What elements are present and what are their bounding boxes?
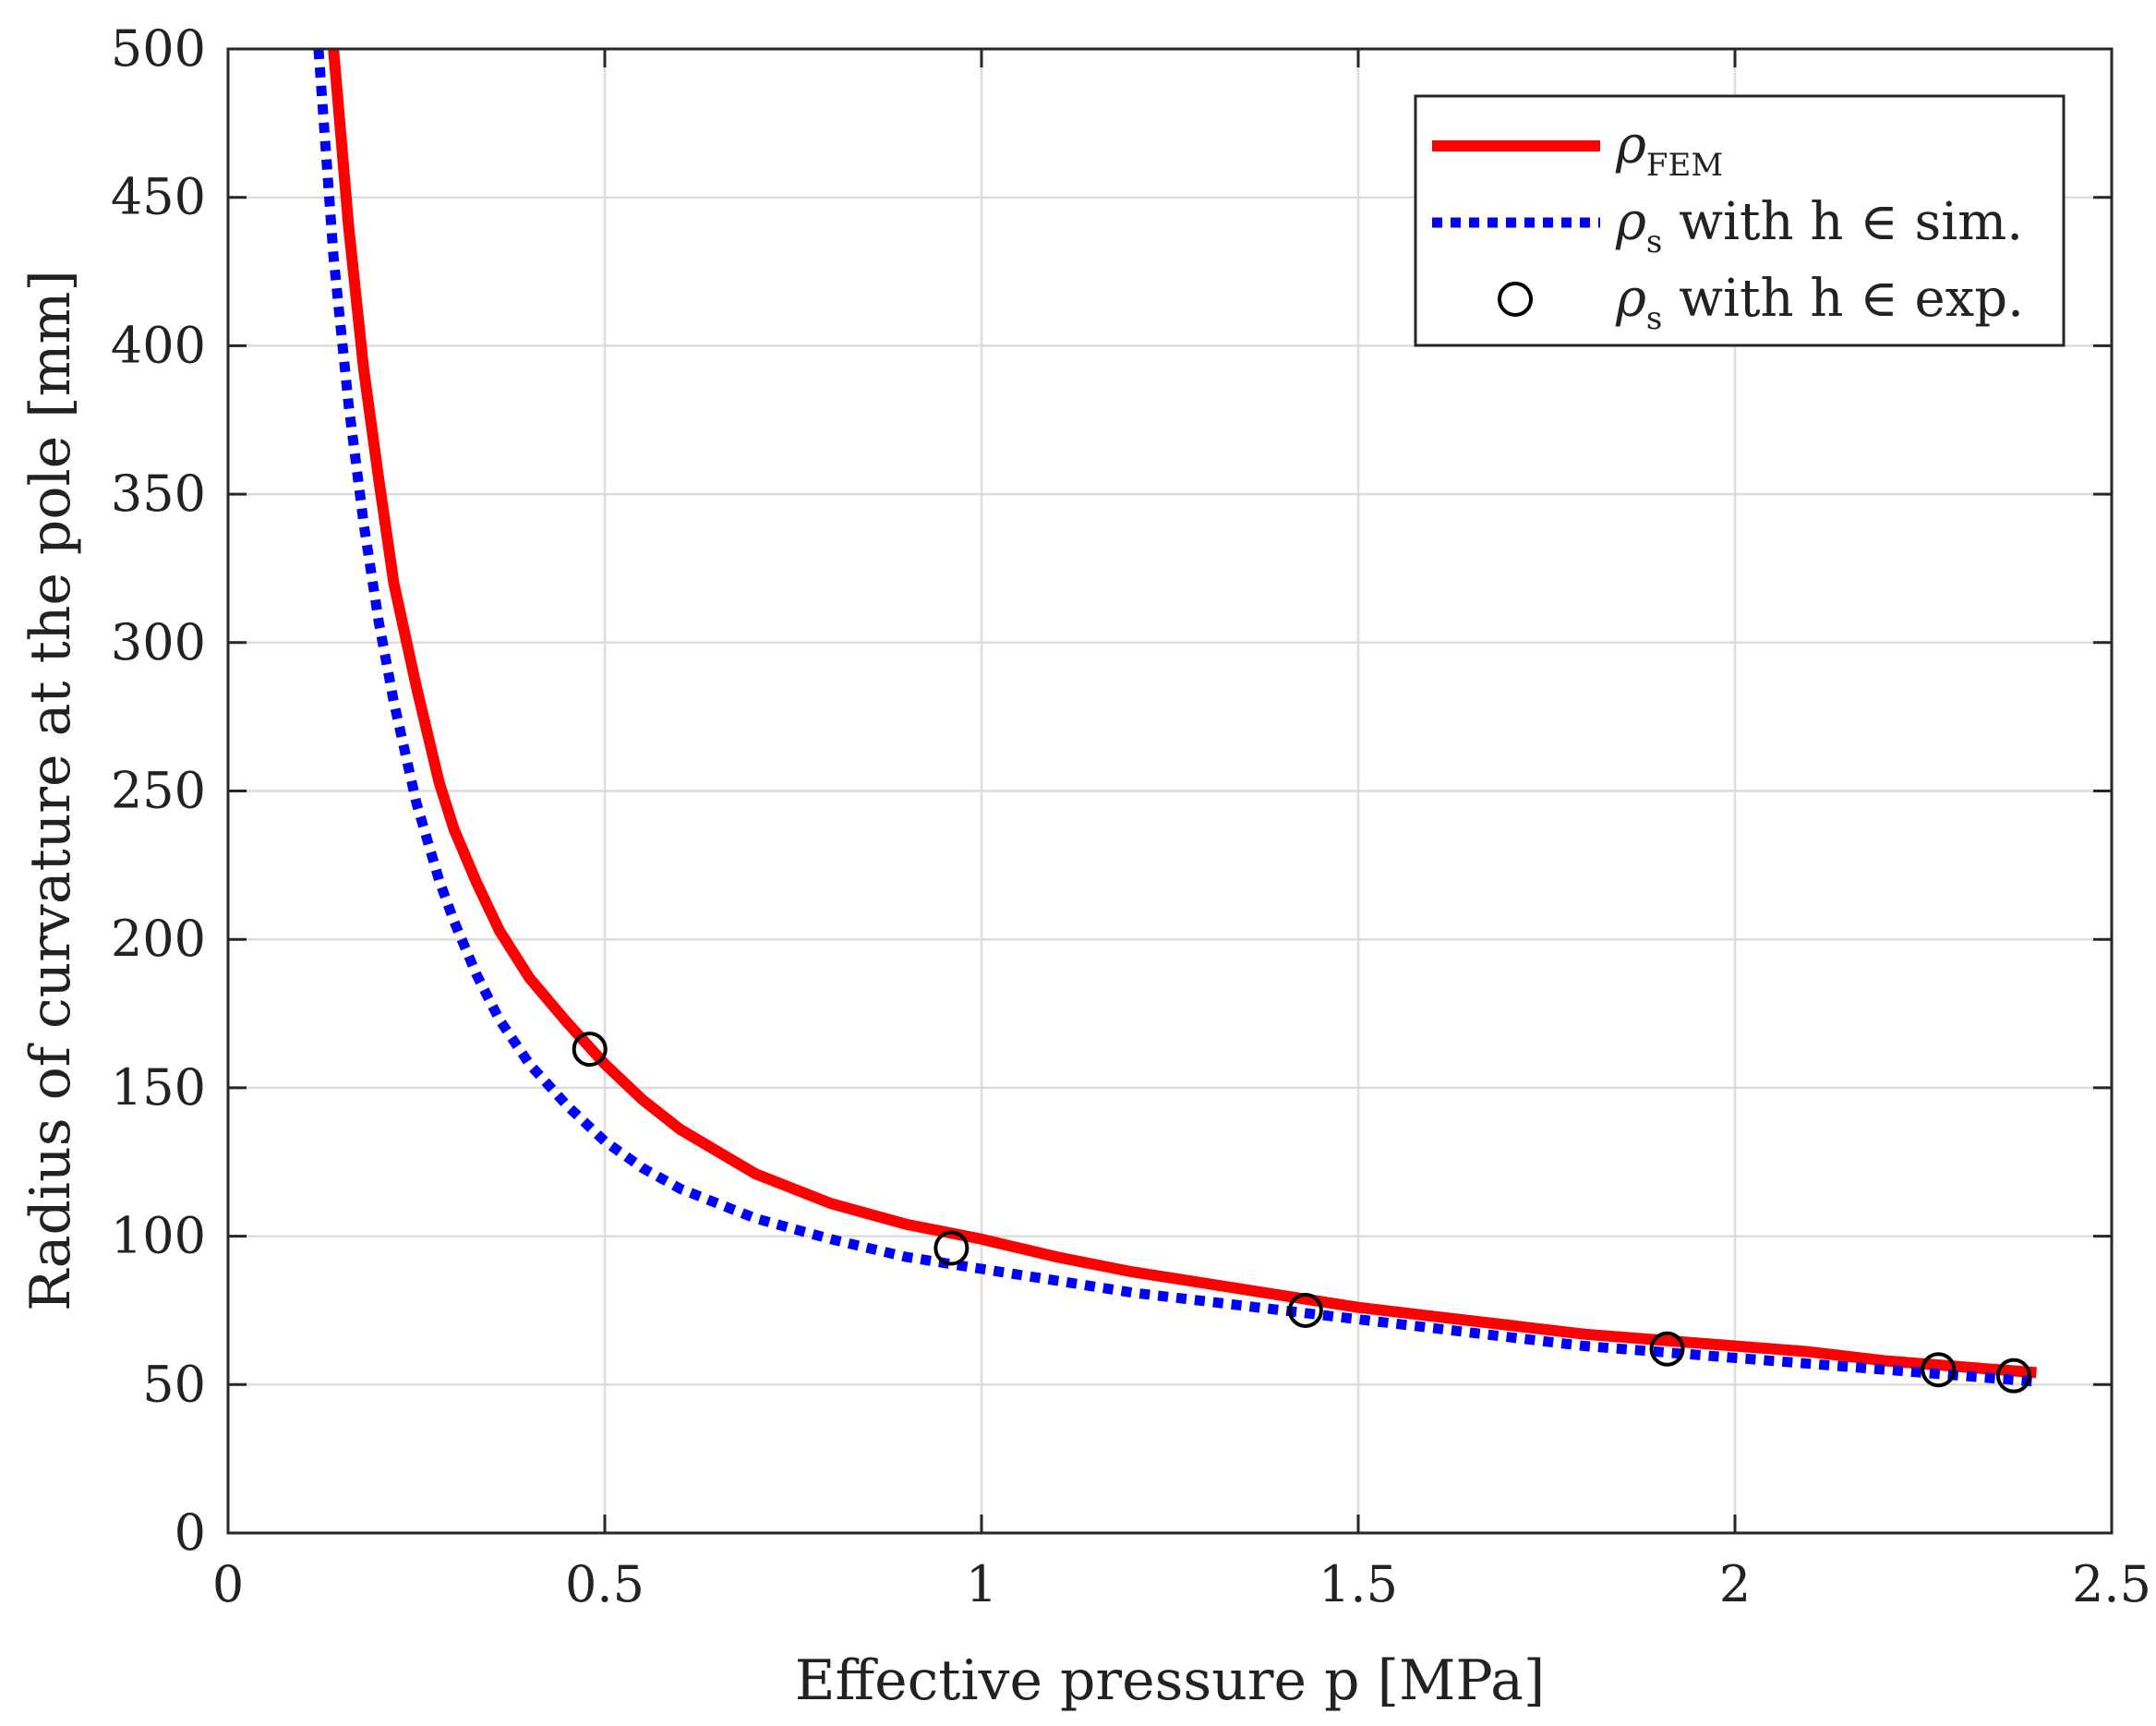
series-line-rho-fem	[328, 49, 2037, 1379]
data-point	[572, 1032, 608, 1068]
grid	[228, 49, 2112, 1533]
y-tick-label: 400	[111, 316, 206, 374]
legend-box	[1414, 94, 2066, 347]
y-tick-label: 0	[175, 1503, 206, 1562]
y-tick-label: 500	[111, 19, 206, 78]
x-tick-label: 1.5	[1319, 1555, 1398, 1613]
y-tick-label: 250	[111, 762, 206, 820]
data-point	[1995, 1358, 2031, 1394]
x-tick-label: 1	[966, 1555, 997, 1613]
y-tick-label: 50	[142, 1355, 206, 1413]
x-tick-label: 0.5	[565, 1555, 644, 1613]
y-tick-label: 300	[111, 613, 206, 671]
tick-labels: 0 0.5 1 1.5 2 2.5 0 50 100 150 200 250 300 350 400 450 5…	[111, 19, 2151, 1613]
plot-area	[313, 49, 2037, 1394]
data-point	[1649, 1331, 1685, 1367]
y-tick-label: 450	[111, 168, 206, 226]
legend-marker	[1498, 282, 1533, 317]
legend: ρFEM ρs with h ∈ sim. ρs with h ∈ exp.	[1414, 94, 2066, 347]
y-axis-label: Radius of curvature at the pole [mm]	[18, 270, 83, 1311]
y-tick-label: 150	[111, 1058, 206, 1116]
y-tick-label: 350	[111, 465, 206, 523]
x-tick-label: 2.5	[2072, 1555, 2151, 1613]
series-line-rho-s-sim	[313, 49, 2037, 1387]
legend-label: ρs with h ∈ sim.	[1615, 192, 2023, 260]
ticks	[226, 47, 2114, 1535]
x-tick-label: 2	[1719, 1555, 1751, 1613]
legend-label: ρFEM	[1615, 115, 1723, 184]
data-point	[933, 1230, 970, 1266]
data-point	[1287, 1292, 1323, 1328]
y-tick-label: 200	[111, 910, 206, 968]
data-point	[1921, 1352, 1957, 1388]
y-tick-label: 100	[111, 1207, 206, 1265]
legend-label: ρs with h ∈ exp.	[1615, 269, 2024, 337]
x-tick-label: 0	[212, 1555, 244, 1613]
x-axis-label: Effective pressure p [MPa]	[795, 1648, 1546, 1713]
series-group	[313, 49, 2037, 1394]
